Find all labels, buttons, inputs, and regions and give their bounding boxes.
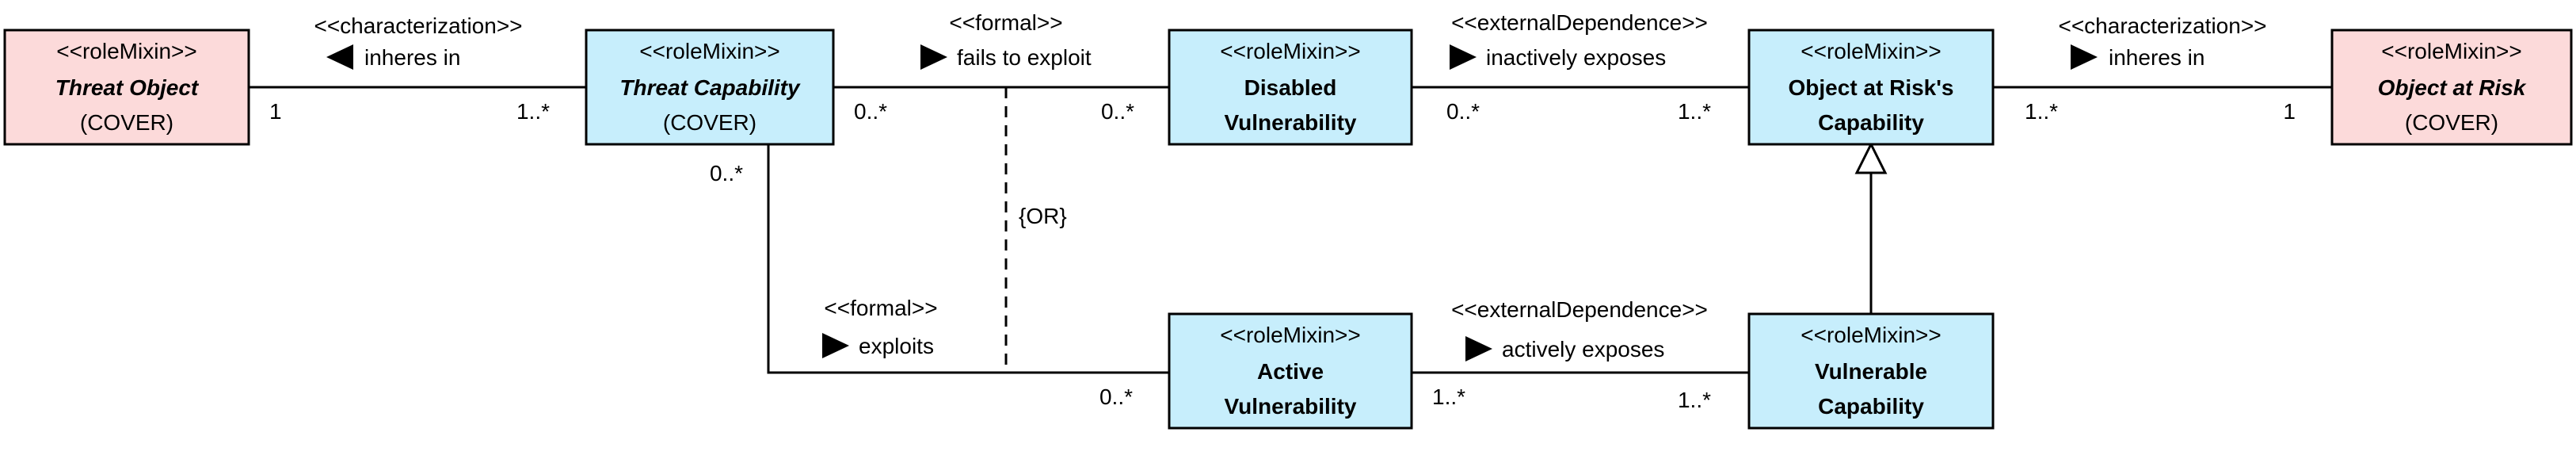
multiplicity-left: 1..*: [2025, 99, 2058, 124]
direction-arrow-left-icon: [326, 44, 353, 70]
class-box: [585, 29, 835, 146]
class-stereotype: <<roleMixin>>: [56, 39, 196, 63]
association-stereotype: <<externalDependence>>: [1451, 10, 1708, 35]
association-stereotype: <<externalDependence>>: [1451, 297, 1708, 322]
class-vulnerable-capability[interactable]: <<roleMixin>> Vulnerable Capability: [1747, 312, 1995, 430]
association-exploits: 0..* <<formal>> exploits 0..*: [710, 161, 1133, 409]
class-box: [1747, 29, 1995, 146]
direction-arrow-right-icon: [920, 44, 947, 70]
or-constraint-label: {OR}: [1019, 204, 1067, 228]
association-inheres-risk: <<characterization>> inheres in 1..* 1: [2025, 13, 2296, 124]
association-name: fails to exploit: [957, 45, 1092, 70]
class-threat-capability[interactable]: <<roleMixin>> Threat Capability (COVER): [585, 29, 835, 146]
association-name: inactively exposes: [1486, 45, 1666, 70]
class-subtitle: (COVER): [2405, 110, 2498, 135]
multiplicity-left: 0..*: [854, 99, 887, 124]
class-box: [1168, 312, 1413, 430]
class-disabled-vulnerability[interactable]: <<roleMixin>> Disabled Vulnerability: [1168, 29, 1413, 146]
direction-arrow-right-icon: [2071, 44, 2098, 70]
class-name: Threat Capability: [619, 75, 801, 100]
multiplicity-right: 1: [2283, 99, 2296, 124]
direction-arrow-right-icon: [1465, 336, 1492, 361]
class-stereotype: <<roleMixin>>: [1801, 39, 1941, 63]
class-name: Threat Object: [55, 75, 200, 100]
class-subtitle: (COVER): [663, 110, 756, 135]
class-object-at-risk-capability[interactable]: <<roleMixin>> Object at Risk's Capabilit…: [1747, 29, 1995, 146]
class-threat-object[interactable]: <<roleMixin>> Threat Object (COVER): [3, 29, 250, 146]
class-stereotype: <<roleMixin>>: [1220, 39, 1360, 63]
multiplicity-left: 0..*: [1446, 99, 1480, 124]
association-line-exploits: [767, 144, 1169, 374]
class-stereotype: <<roleMixin>>: [1220, 323, 1360, 347]
class-name-line1: Object at Risk's: [1789, 75, 1954, 100]
class-name-line2: Vulnerability: [1224, 394, 1356, 419]
direction-arrow-right-icon: [1450, 44, 1477, 70]
association-stereotype: <<formal>>: [949, 10, 1062, 35]
association-stereotype: <<characterization>>: [314, 13, 522, 38]
association-name: inheres in: [364, 45, 460, 70]
multiplicity-right: 1..*: [516, 99, 550, 124]
multiplicity-left: 1..*: [1432, 384, 1465, 409]
multiplicity-right: 0..*: [1099, 384, 1133, 409]
class-box: [2330, 29, 2573, 146]
class-box: [1168, 29, 1413, 146]
class-box: [1747, 312, 1995, 430]
direction-arrow-right-icon: [822, 333, 849, 358]
multiplicity-left: 1: [269, 99, 282, 124]
association-inheres-threat: <<characterization>> inheres in 1 1..*: [269, 13, 550, 124]
association-name: actively exposes: [1502, 337, 1664, 361]
multiplicity-right: 1..*: [1678, 388, 1711, 412]
association-fails-to-exploit: <<formal>> fails to exploit 0..* 0..*: [854, 10, 1134, 124]
class-stereotype: <<roleMixin>>: [639, 39, 779, 63]
class-stereotype: <<roleMixin>>: [2381, 39, 2521, 63]
class-name-line1: Disabled: [1244, 75, 1337, 100]
class-subtitle: (COVER): [80, 110, 173, 135]
class-name: Object at Risk: [2378, 75, 2527, 100]
class-name-line1: Active: [1257, 359, 1324, 384]
multiplicity-top: 0..*: [710, 161, 743, 186]
class-name-line2: Capability: [1818, 110, 1924, 135]
association-stereotype: <<formal>>: [824, 296, 937, 320]
association-name: inheres in: [2109, 45, 2204, 70]
class-name-line1: Vulnerable: [1815, 359, 1927, 384]
class-stereotype: <<roleMixin>>: [1801, 323, 1941, 347]
association-actively-exposes: <<externalDependence>> actively exposes …: [1432, 297, 1711, 412]
association-inactively-exposes: <<externalDependence>> inactively expose…: [1446, 10, 1711, 124]
multiplicity-right: 1..*: [1678, 99, 1711, 124]
multiplicity-right: 0..*: [1101, 99, 1134, 124]
generalization-arrowhead: [1854, 141, 1888, 174]
class-box: [3, 29, 250, 146]
class-name-line2: Vulnerability: [1224, 110, 1356, 135]
association-name: exploits: [859, 334, 934, 358]
class-active-vulnerability[interactable]: <<roleMixin>> Active Vulnerability: [1168, 312, 1413, 430]
association-stereotype: <<characterization>>: [2058, 13, 2266, 38]
class-name-line2: Capability: [1818, 394, 1924, 419]
class-object-at-risk[interactable]: <<roleMixin>> Object at Risk (COVER): [2330, 29, 2573, 146]
